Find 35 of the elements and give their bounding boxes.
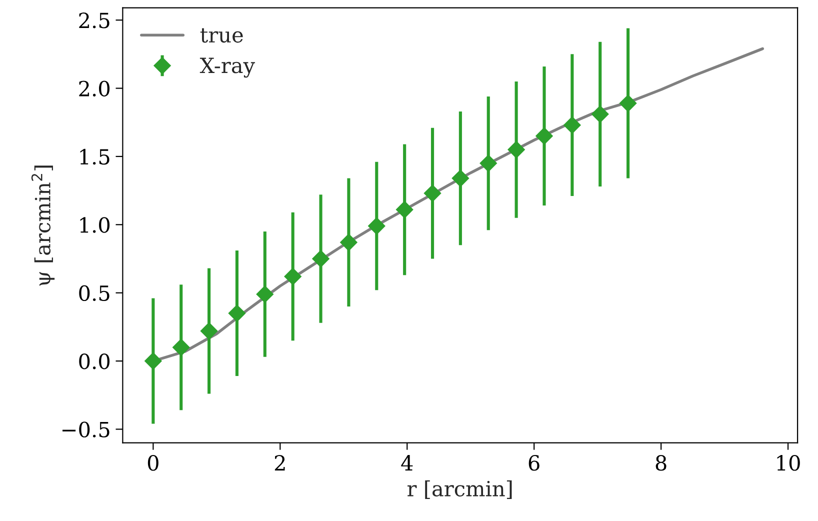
point xyxy=(452,170,469,187)
x-tick-label: 6 xyxy=(528,455,540,471)
y-tick-label: 0.0 xyxy=(79,353,110,370)
point xyxy=(144,352,162,370)
point xyxy=(480,154,497,172)
y-tick-label: 1.0 xyxy=(80,217,110,233)
point xyxy=(312,250,330,268)
point xyxy=(564,116,581,134)
point xyxy=(340,234,358,251)
point xyxy=(172,338,190,356)
point xyxy=(396,201,414,218)
point xyxy=(368,217,386,235)
y-tick-label: 2.0 xyxy=(79,80,110,96)
x-tick-label: 2 xyxy=(274,455,285,470)
point xyxy=(424,184,442,202)
legend-label: X-ray xyxy=(200,58,255,78)
point xyxy=(508,141,525,158)
point xyxy=(256,286,274,303)
x-tick-label: 10 xyxy=(777,455,800,471)
x-tick-label: 8 xyxy=(656,455,666,471)
x-axis-title: r [arcmin] xyxy=(408,480,512,499)
point xyxy=(228,304,246,322)
y-tick-label: −0.5 xyxy=(62,422,110,438)
point xyxy=(200,322,218,340)
x-tick-label: 4 xyxy=(401,455,413,470)
legend-label: true xyxy=(200,28,243,43)
point xyxy=(284,268,302,286)
x-tick-label: 0 xyxy=(148,455,158,471)
y-axis-title: ψ [arcmin$^{2}$] xyxy=(31,166,55,286)
y-tick-label: 1.5 xyxy=(80,148,110,165)
point xyxy=(619,94,637,112)
point xyxy=(592,106,609,123)
y-tick-label: 2.5 xyxy=(79,12,110,28)
point xyxy=(536,127,553,145)
y-tick-label: 0.5 xyxy=(79,285,110,302)
